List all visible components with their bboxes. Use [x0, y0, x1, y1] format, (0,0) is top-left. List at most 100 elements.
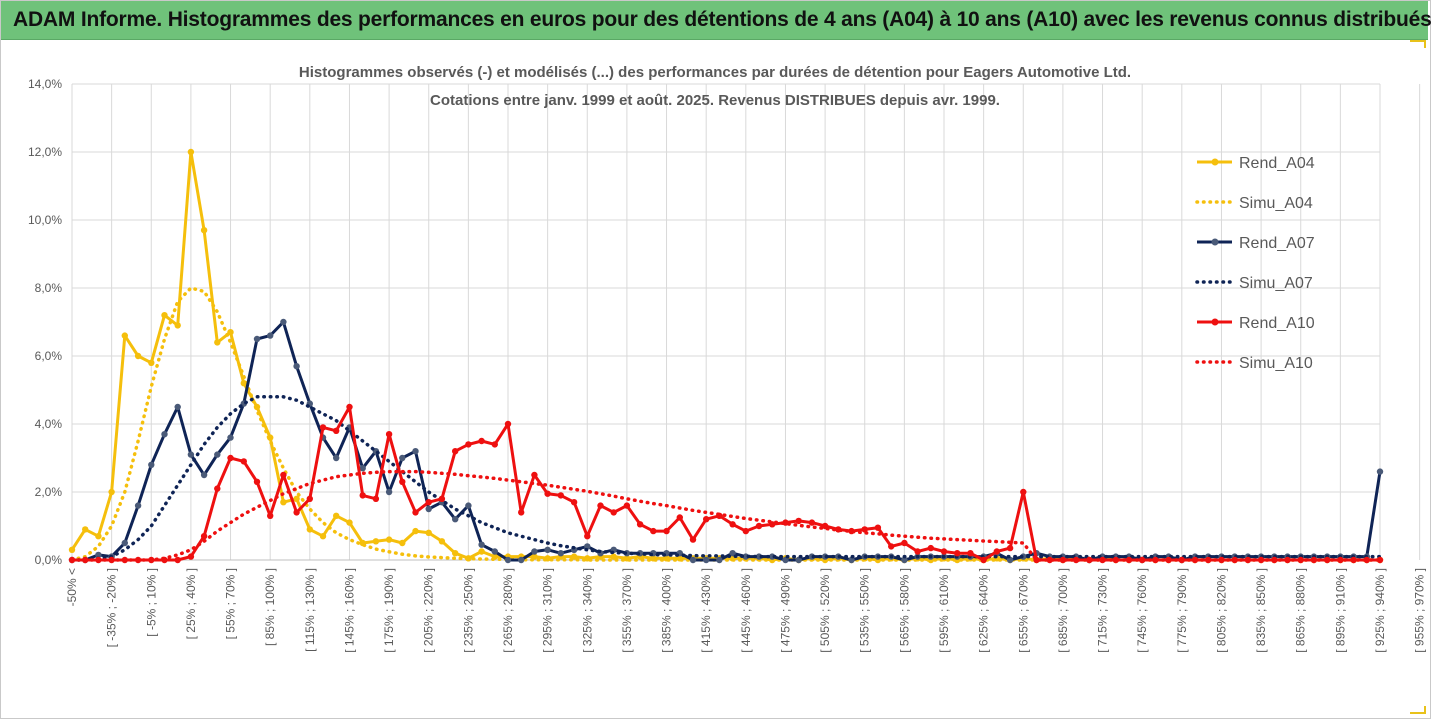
axes: 0,0% 2,0% 4,0% 6,0% 8,0% 10,0% 12,0% 14,0% -50% … — [28, 77, 1427, 653]
data-point — [1376, 468, 1384, 475]
data-point — [689, 536, 697, 543]
y-tick-label: 12,0% — [28, 145, 62, 159]
data-point — [95, 533, 102, 540]
data-point — [293, 363, 300, 370]
data-point — [636, 521, 644, 528]
data-point — [610, 509, 617, 516]
data-point — [148, 359, 155, 366]
x-tick-label: [ 655% ; 670% ] — [1016, 568, 1030, 653]
x-tick-label: [ 505% ; 520% ] — [818, 568, 832, 653]
data-point — [333, 427, 340, 434]
data-point — [95, 551, 102, 559]
data-point — [425, 529, 432, 536]
data-point — [610, 553, 617, 560]
data-point — [280, 318, 287, 326]
report-title: ADAM Informe. Histogrammes des performan… — [13, 8, 1431, 31]
x-tick-label: [ 685% ; 700% ] — [1056, 568, 1070, 653]
data-point — [676, 514, 683, 521]
data-point — [927, 544, 934, 552]
data-point — [861, 526, 868, 533]
data-point — [412, 448, 419, 455]
data-point — [531, 548, 538, 555]
x-tick-label: [ 535% ; 550% ] — [858, 568, 872, 653]
data-point — [755, 553, 763, 560]
data-point — [1059, 556, 1067, 564]
data-point — [795, 517, 802, 525]
legend-item-rend_a04: Rend_A04 — [1197, 155, 1315, 172]
x-tick-label: [ 355% ; 370% ] — [620, 568, 634, 653]
data-point — [993, 548, 1000, 555]
corner-mark-top-right — [1410, 40, 1426, 48]
data-point — [504, 556, 512, 564]
data-point — [438, 495, 446, 502]
x-tick-label: [ 445% ; 460% ] — [739, 568, 753, 653]
data-point — [478, 548, 485, 555]
x-tick-label: [ 85% ; 100% ] — [263, 568, 277, 646]
data-point — [174, 322, 181, 329]
legend-label: Simu_A04 — [1239, 195, 1313, 212]
data-point — [82, 526, 89, 533]
x-tick-label: [ 295% ; 310% ] — [541, 568, 555, 653]
data-point — [1006, 556, 1014, 564]
data-point — [372, 538, 380, 545]
data-point — [518, 556, 525, 564]
x-tick-label: [ 145% ; 160% ] — [342, 568, 356, 653]
data-point — [544, 546, 551, 553]
series-line-rend_a07 — [72, 320, 1382, 562]
legend-item-rend_a07: Rend_A07 — [1197, 235, 1315, 252]
x-tick-label: [ 595% ; 610% ] — [937, 568, 951, 653]
data-point — [940, 548, 948, 555]
data-point — [544, 490, 551, 497]
data-point — [161, 312, 168, 319]
data-point — [306, 495, 313, 502]
data-point — [452, 550, 459, 557]
chart-subtitle: Cotations entre janv. 1999 et août. 2025… — [430, 92, 1000, 109]
data-point — [253, 335, 261, 343]
x-tick-label: [ 55% ; 70% ] — [224, 568, 238, 639]
data-point — [478, 541, 485, 548]
data-point — [346, 403, 353, 411]
y-tick-label: 8,0% — [35, 281, 63, 295]
y-tick-label: 4,0% — [35, 417, 63, 431]
data-point — [148, 461, 155, 468]
data-point — [570, 553, 578, 560]
data-point — [346, 519, 353, 526]
x-tick-label: [ 385% ; 400% ] — [660, 568, 674, 653]
x-tick-label: -50% < — [65, 568, 79, 606]
corner-mark-bottom-right — [1410, 706, 1426, 714]
x-tick-label: [ 25% ; 40% ] — [184, 568, 198, 639]
data-point — [954, 550, 961, 557]
data-point — [663, 527, 670, 535]
data-point — [980, 556, 987, 564]
y-tick-label: 0,0% — [35, 553, 63, 567]
data-point — [491, 548, 498, 555]
data-point — [650, 527, 657, 535]
legend: Rend_A04 Simu_A04 Rend_A07 Simu_A07 Rend_A10… — [1195, 155, 1315, 372]
data-point — [597, 502, 604, 509]
data-point — [425, 499, 432, 506]
data-point — [874, 524, 882, 531]
data-point — [187, 148, 195, 156]
data-point — [359, 465, 366, 472]
data-point — [399, 478, 406, 485]
data-point — [187, 451, 195, 458]
x-tick-label: [ 745% ; 760% ] — [1135, 568, 1149, 653]
data-point — [901, 539, 908, 547]
series-line-simu_a07 — [70, 395, 1382, 562]
x-tick-label: [ 325% ; 340% ] — [580, 568, 594, 653]
data-point — [68, 546, 76, 553]
x-tick-label: [ 205% ; 220% ] — [422, 568, 436, 653]
data-point — [742, 527, 749, 535]
series-line-simu_a10 — [70, 469, 1382, 562]
legend-marker — [1211, 318, 1219, 326]
data-point — [174, 556, 181, 564]
data-point — [716, 556, 723, 564]
chart-title: Histogrammes observés (-) et modélisés (… — [299, 64, 1131, 81]
x-tick-label: [ 175% ; 190% ] — [382, 568, 396, 653]
data-point — [121, 332, 128, 339]
data-point — [1046, 556, 1053, 564]
data-point — [319, 424, 327, 431]
data-point — [306, 526, 313, 533]
x-tick-label: [ -5% ; 10% ] — [144, 568, 158, 637]
data-point — [399, 539, 406, 547]
